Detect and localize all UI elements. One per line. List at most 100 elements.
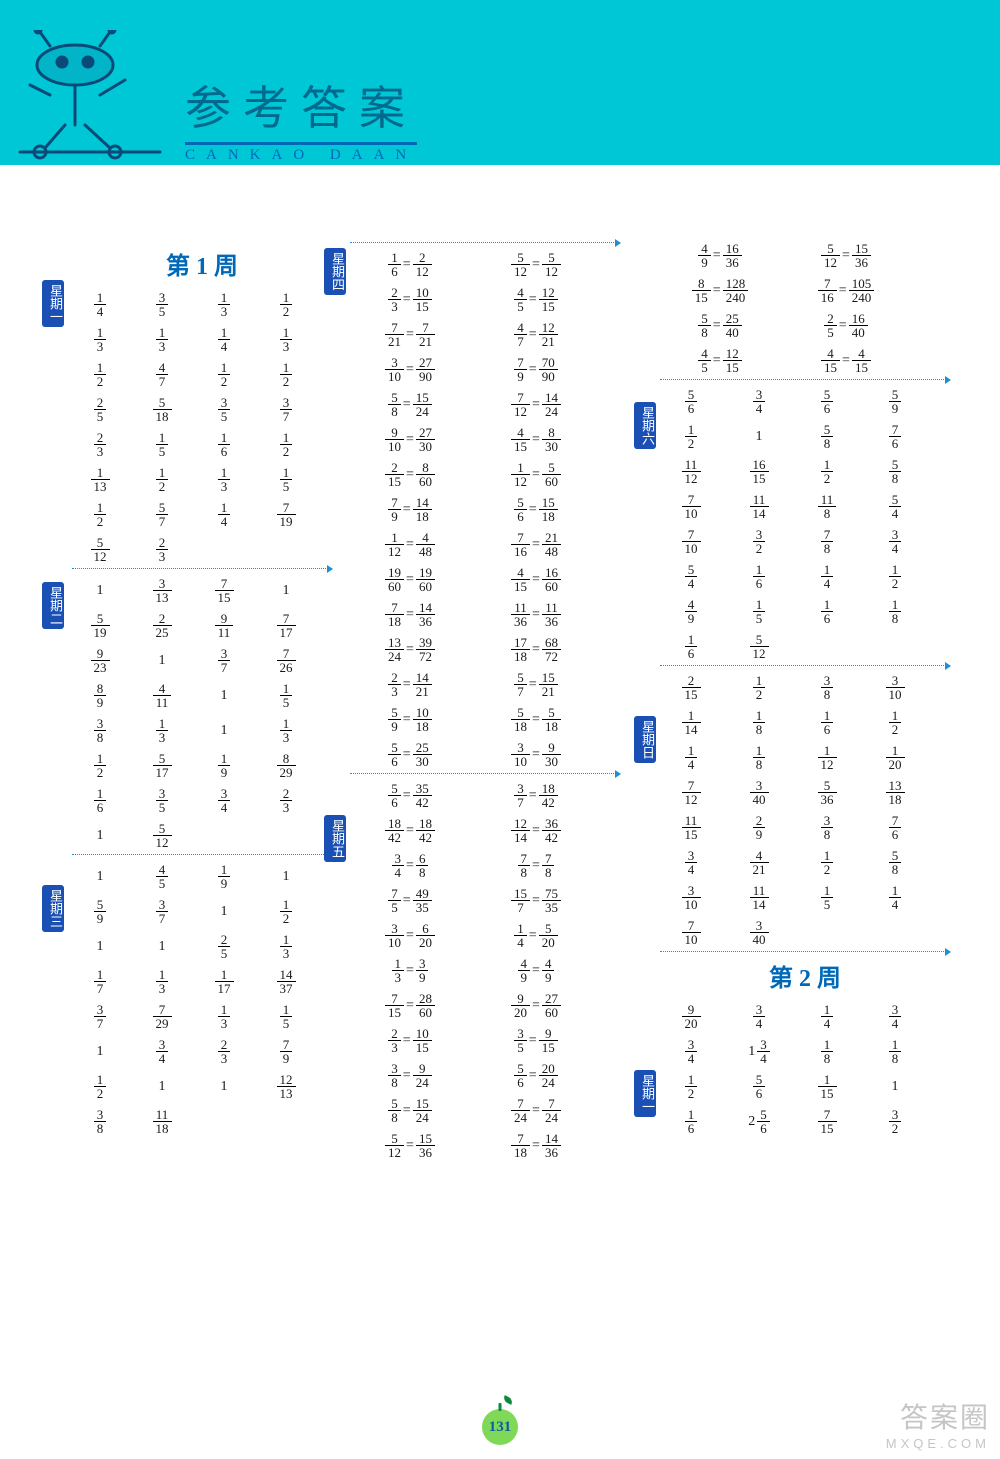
answer-cell: 58=1524 bbox=[350, 1095, 470, 1126]
answer-cell: 13 bbox=[72, 324, 128, 355]
answer-cell: 49=49 bbox=[476, 955, 596, 986]
title-block: 参考答案 CANKAO DAAN bbox=[185, 72, 417, 164]
answer-cell: 14 bbox=[660, 742, 722, 773]
answer-cell: 716=105240 bbox=[786, 275, 906, 306]
answer-cell: 415=1660 bbox=[476, 564, 596, 595]
answer-cell: 1 bbox=[134, 1071, 190, 1102]
answer-cell: 1 bbox=[196, 896, 252, 927]
answer-cell: 23=1015 bbox=[350, 1025, 470, 1056]
answer-cell: 1 bbox=[72, 861, 128, 892]
answer-cell: 1318 bbox=[864, 777, 926, 808]
answer-cell: 89 bbox=[72, 680, 128, 711]
answer-cell: 16=212 bbox=[350, 249, 470, 280]
page-header: 参考答案 CANKAO DAAN bbox=[0, 0, 1000, 165]
answer-cell: 79=7090 bbox=[476, 354, 596, 385]
answer-cell: 58=1524 bbox=[350, 389, 470, 420]
answer-cell: 12 bbox=[258, 359, 314, 390]
title-pinyin: CANKAO DAAN bbox=[185, 147, 417, 164]
answer-cell: 920 bbox=[660, 1001, 722, 1032]
page-number: 131 bbox=[489, 1419, 512, 1436]
answer-cell: 710 bbox=[660, 491, 722, 522]
day-tag-1: 星期一 bbox=[42, 280, 64, 327]
separator bbox=[660, 665, 950, 666]
answer-cell: 14 bbox=[864, 882, 926, 913]
answer-cell: 34 bbox=[196, 785, 252, 816]
answer-cell: 12 bbox=[796, 456, 858, 487]
grid-day5: 56=354237=18421842=18421214=364234=6878=… bbox=[350, 780, 620, 1161]
answer-cell: 157=7535 bbox=[476, 885, 596, 916]
answer-cell: 1112 bbox=[660, 456, 722, 487]
answer-cell: 313 bbox=[134, 575, 190, 606]
answer-cell: 13 bbox=[134, 715, 190, 746]
answer-cell: 34 bbox=[728, 386, 790, 417]
answer-cell: 18 bbox=[728, 742, 790, 773]
separator bbox=[72, 568, 332, 569]
answer-cell: 23 bbox=[134, 534, 190, 565]
answer-cell: 256 bbox=[728, 1106, 790, 1137]
answer-cell: 37 bbox=[196, 645, 252, 676]
page-number-apple: 131 bbox=[482, 1409, 518, 1445]
answer-cell: 35 bbox=[134, 785, 190, 816]
answer-cell: 1 bbox=[72, 1036, 128, 1067]
answer-cell: 45 bbox=[134, 861, 190, 892]
answer-cell: 518 bbox=[134, 394, 190, 425]
answer-cell: 920=2760 bbox=[476, 990, 596, 1021]
answer-cell: 12 bbox=[258, 896, 314, 927]
answer-cell: 34 bbox=[864, 526, 926, 557]
answer-cell: 415=415 bbox=[786, 345, 906, 376]
answer-cell: 134 bbox=[728, 1036, 790, 1067]
answer-cell: 15 bbox=[796, 882, 858, 913]
robot-doodle-icon bbox=[10, 30, 170, 160]
answer-cell: 923 bbox=[72, 645, 128, 676]
answer-cell: 340 bbox=[728, 777, 790, 808]
answer-cell: 37 bbox=[258, 394, 314, 425]
grid-day7: 2151238310114181612141811212071234053613… bbox=[660, 672, 950, 948]
answer-cell: 1214=3642 bbox=[476, 815, 596, 846]
answer-cell: 1 bbox=[258, 861, 314, 892]
answer-cell: 23 bbox=[196, 1036, 252, 1067]
answer-cell: 1 bbox=[196, 1071, 252, 1102]
answer-cell: 56=1518 bbox=[476, 494, 596, 525]
answer-cell: 512=1536 bbox=[786, 240, 906, 271]
answer-cell bbox=[196, 534, 252, 565]
answer-cell: 1 bbox=[134, 645, 190, 676]
answer-cell: 536 bbox=[796, 777, 858, 808]
answer-cell: 717 bbox=[258, 610, 314, 641]
answer-cell: 58 bbox=[796, 421, 858, 452]
answer-cell: 710 bbox=[660, 526, 722, 557]
separator bbox=[72, 854, 332, 855]
answer-cell: 16 bbox=[796, 707, 858, 738]
answer-cell: 1 bbox=[728, 421, 790, 452]
answer-cell: 1 bbox=[72, 931, 128, 962]
answer-cell: 16 bbox=[196, 429, 252, 460]
answer-cell: 29 bbox=[728, 812, 790, 843]
answer-cell: 47=1221 bbox=[476, 319, 596, 350]
answer-cell bbox=[258, 1106, 314, 1137]
answer-cell: 45=1215 bbox=[660, 345, 780, 376]
answer-cell: 23 bbox=[72, 429, 128, 460]
answer-cell: 117 bbox=[196, 966, 252, 997]
answer-cell bbox=[258, 534, 314, 565]
answer-cell: 32 bbox=[728, 526, 790, 557]
separator bbox=[350, 242, 620, 243]
answer-cell: 310=2790 bbox=[350, 354, 470, 385]
answer-cell: 12 bbox=[134, 464, 190, 495]
answer-cell: 58 bbox=[864, 847, 926, 878]
answer-cell: 19 bbox=[196, 750, 252, 781]
answer-cell: 13 bbox=[196, 1001, 252, 1032]
column-2: 星期四 16=212512=51223=101545=1215721=72147… bbox=[350, 240, 620, 1161]
title-chinese: 参考答案 bbox=[185, 72, 417, 138]
answer-cell: 16 bbox=[796, 596, 858, 627]
answer-cell: 716=2148 bbox=[476, 529, 596, 560]
answer-cell: 1 bbox=[196, 680, 252, 711]
answer-cell: 411 bbox=[134, 680, 190, 711]
week-2-title: 第 2 周 bbox=[660, 958, 950, 993]
day-tag-7: 星期日 bbox=[634, 716, 656, 763]
answer-cell: 13 bbox=[196, 289, 252, 320]
answer-cell: 12 bbox=[660, 1071, 722, 1102]
answer-cell: 15 bbox=[134, 429, 190, 460]
answer-cell: 23=1421 bbox=[350, 669, 470, 700]
answer-cell: 54 bbox=[660, 561, 722, 592]
grid-day2: 1313715151922591171792313772689411115381… bbox=[72, 575, 332, 851]
answer-cell: 16 bbox=[72, 785, 128, 816]
